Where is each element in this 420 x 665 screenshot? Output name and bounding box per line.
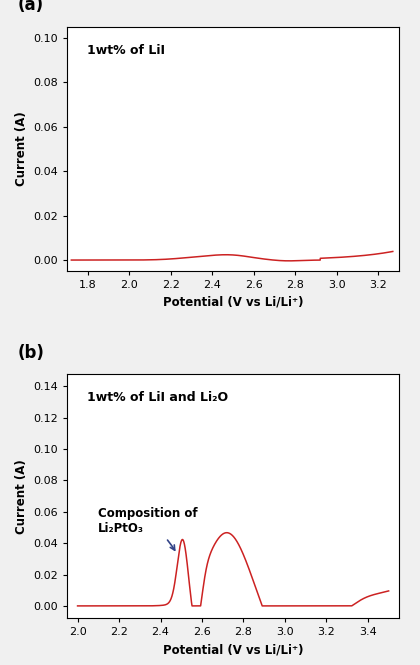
Text: 1wt% of LiI and Li₂O: 1wt% of LiI and Li₂O: [87, 391, 228, 404]
Text: (b): (b): [18, 344, 44, 362]
Text: 1wt% of LiI: 1wt% of LiI: [87, 44, 165, 57]
Text: (a): (a): [18, 0, 44, 15]
Y-axis label: Current (A): Current (A): [15, 112, 28, 186]
X-axis label: Potential (V vs Li/Li⁺): Potential (V vs Li/Li⁺): [163, 643, 303, 656]
X-axis label: Potential (V vs Li/Li⁺): Potential (V vs Li/Li⁺): [163, 296, 303, 309]
Text: Composition of
Li₂PtO₃: Composition of Li₂PtO₃: [98, 507, 198, 550]
Y-axis label: Current (A): Current (A): [15, 459, 28, 533]
